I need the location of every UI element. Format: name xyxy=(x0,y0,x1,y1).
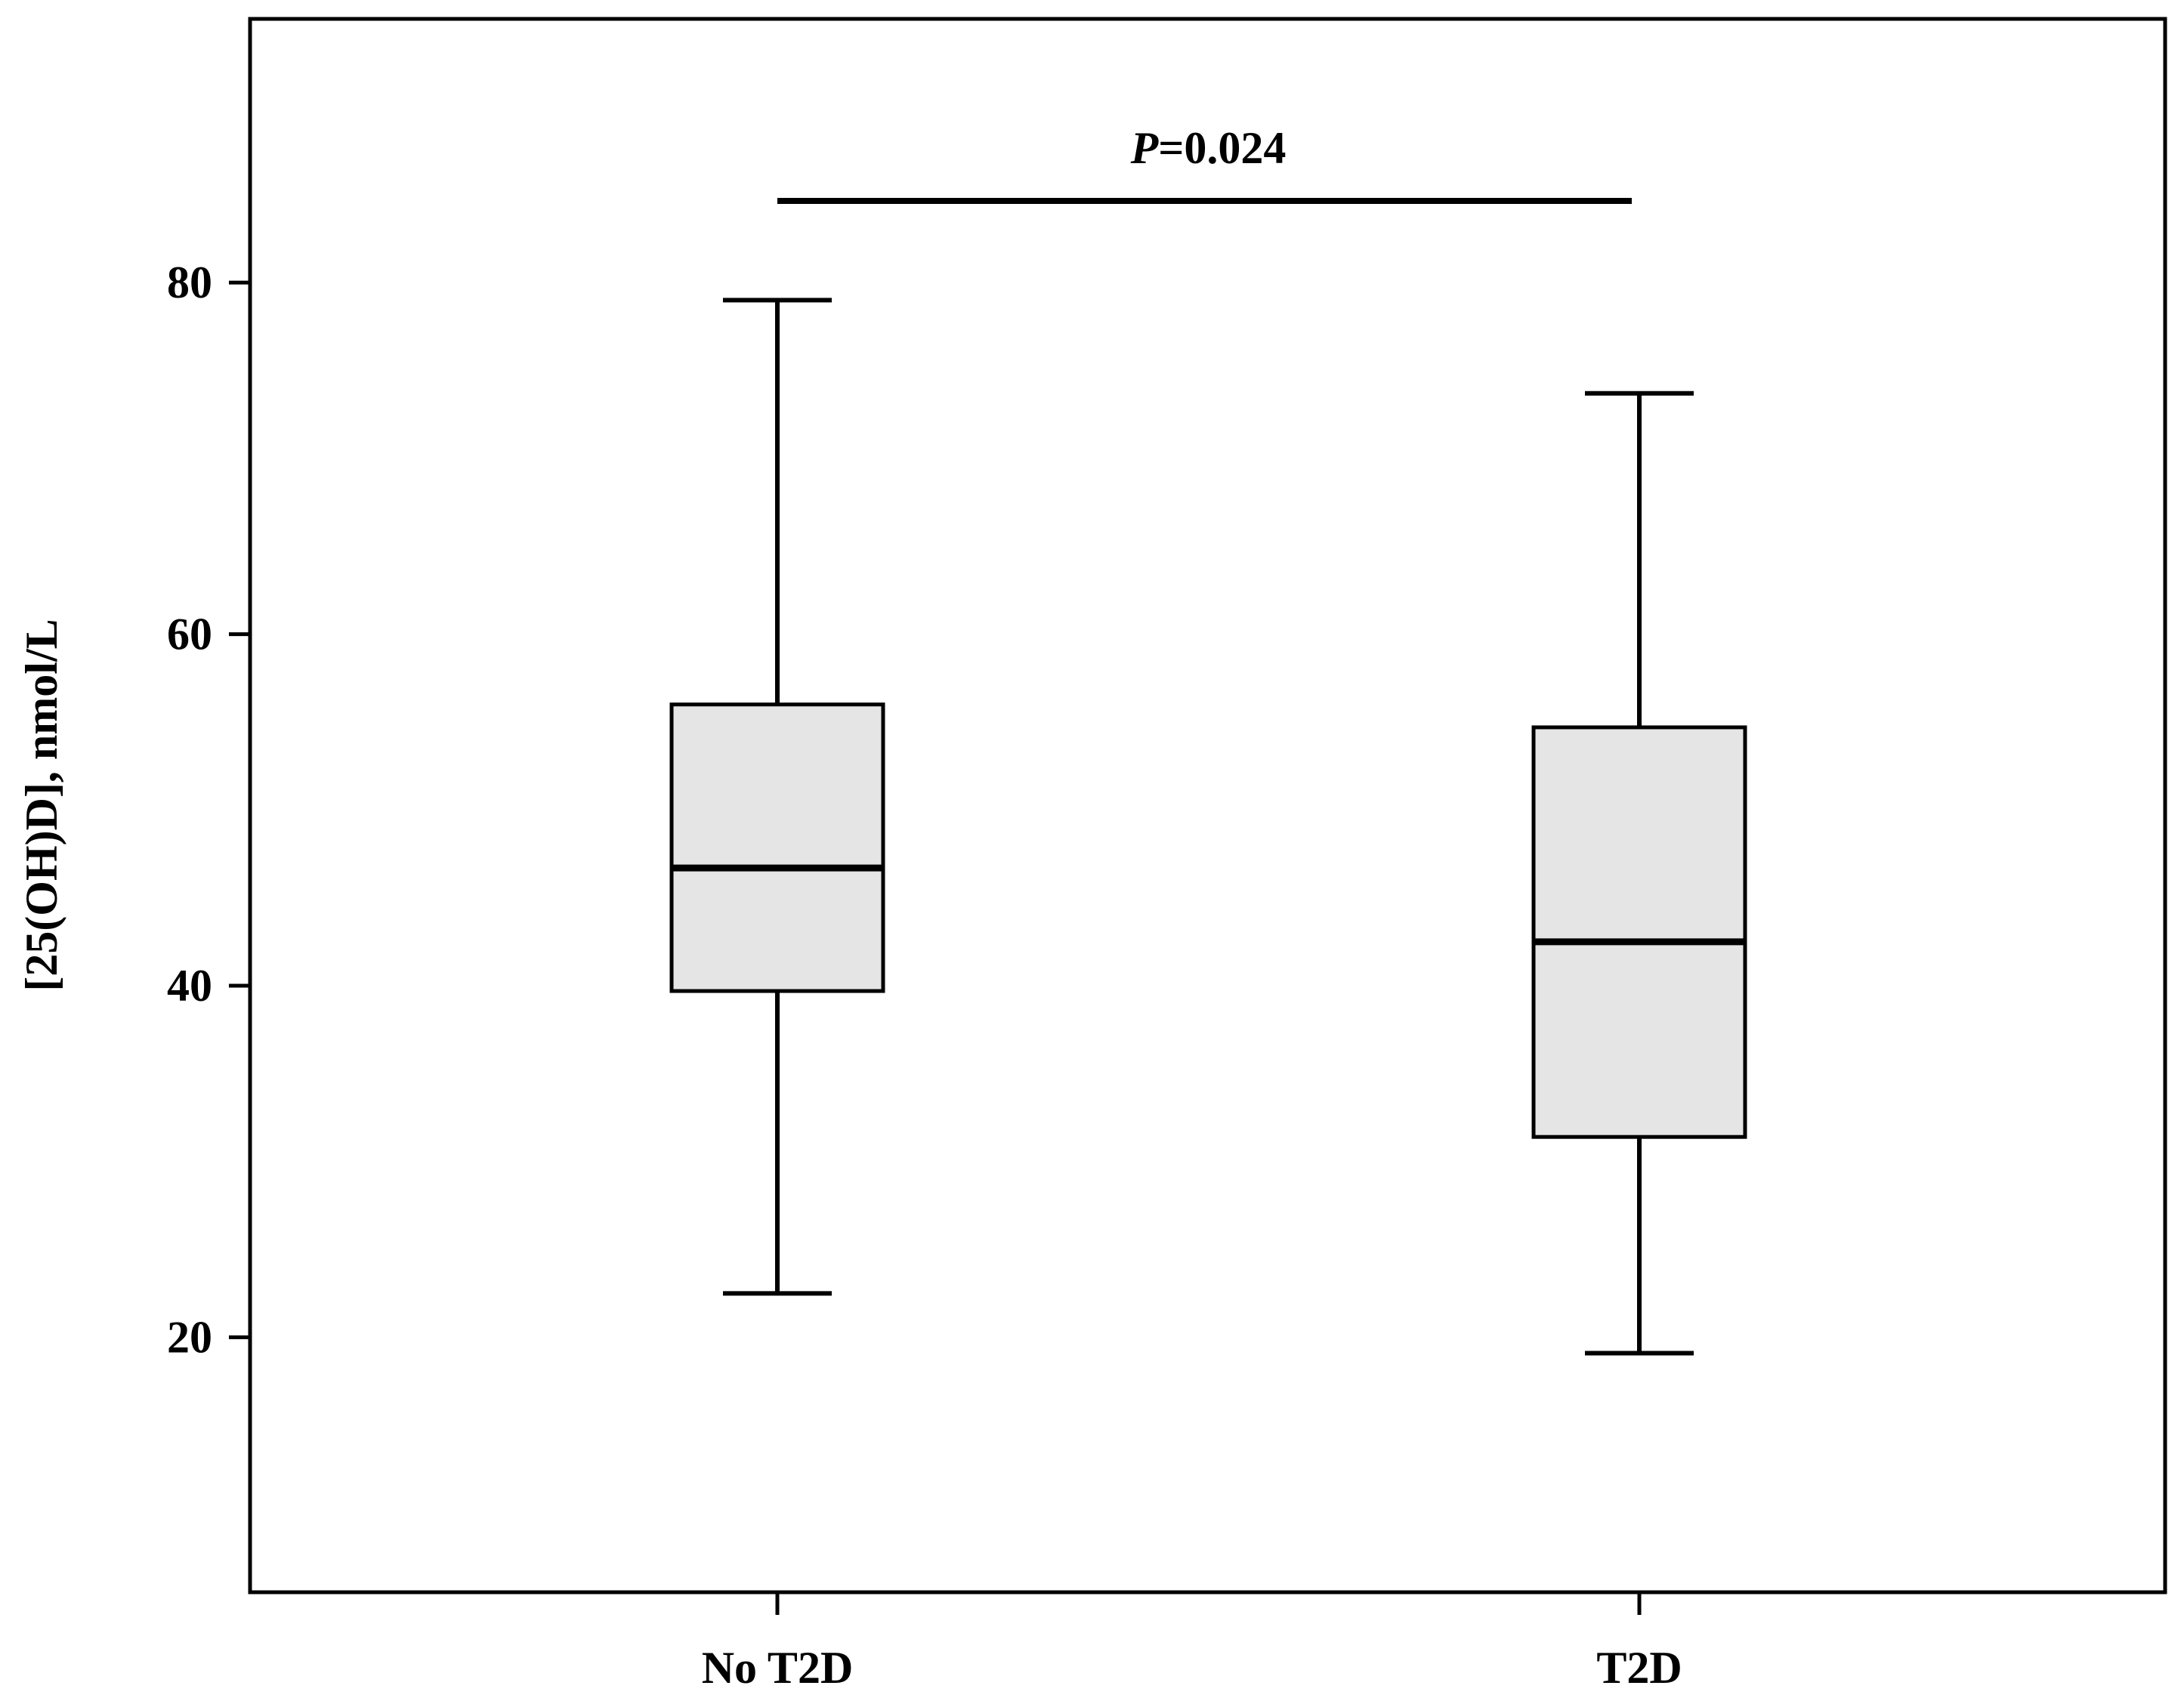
box-group-0 xyxy=(669,298,885,1296)
y-tick-label-60: 60 xyxy=(167,610,212,659)
boxes-layer xyxy=(669,298,1747,1356)
plot-frame xyxy=(248,17,2167,1594)
y-axis-title: [25(OH)D], nmol/L xyxy=(17,619,66,991)
p-value-prefix: P xyxy=(1130,123,1160,173)
x-category-label-0: No T2D xyxy=(702,1643,854,1693)
y-axis: 20 40 60 80 xyxy=(167,258,250,1363)
significance-annotation: P=0.024 xyxy=(777,123,1632,204)
p-value-text: =0.024 xyxy=(1158,123,1286,173)
iqr-box-1 xyxy=(1531,725,1747,1139)
p-value-label: P=0.024 xyxy=(1130,123,1287,173)
y-tick-label-20: 20 xyxy=(167,1313,212,1363)
box-group-1 xyxy=(1531,391,1747,1356)
x-category-label-1: T2D xyxy=(1596,1643,1682,1693)
y-tick-label-80: 80 xyxy=(167,258,212,307)
iqr-box-0 xyxy=(669,702,885,993)
y-tick-label-40: 40 xyxy=(167,961,212,1011)
x-axis: No T2D T2D xyxy=(702,1592,1682,1693)
